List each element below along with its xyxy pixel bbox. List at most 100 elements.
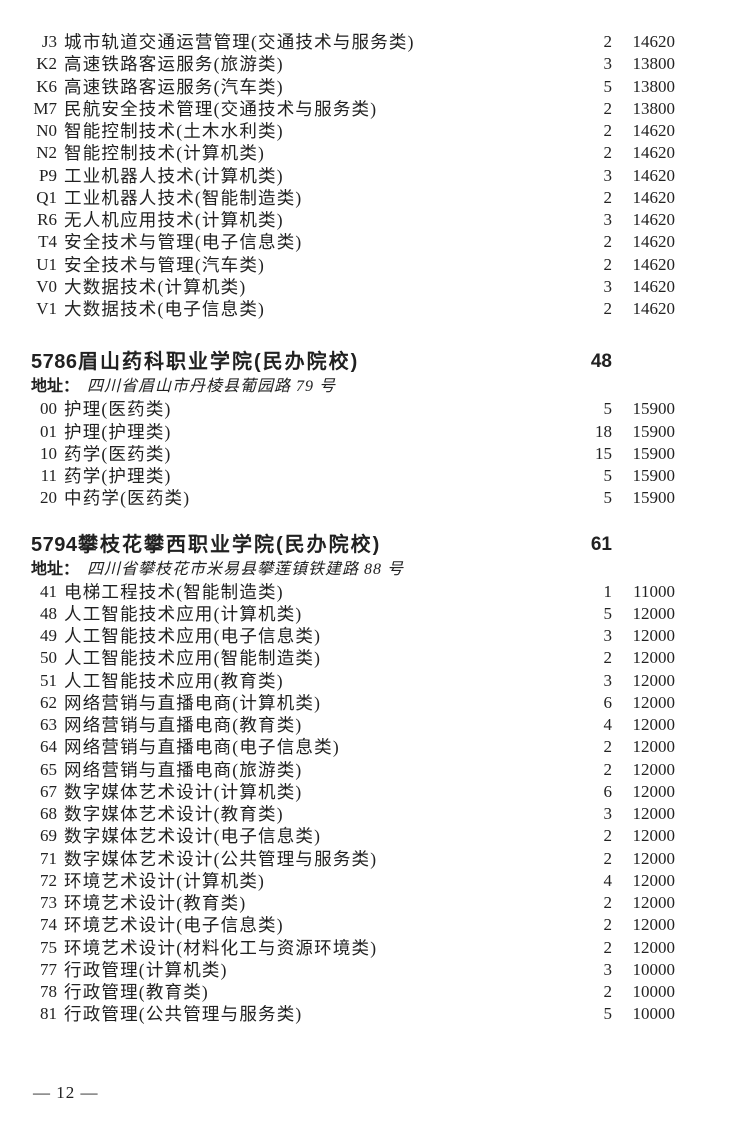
- major-name: 人工智能技术应用(教育类): [64, 670, 284, 691]
- major-row: 11 药学(护理类) 5 15900: [0, 465, 756, 487]
- tuition-fee: 12000: [632, 692, 676, 712]
- major-row: R6 无人机应用技术(计算机类) 3 14620: [0, 209, 756, 231]
- plan-count: 2: [603, 737, 613, 757]
- major-code: 69: [40, 826, 57, 846]
- major-row: T4 安全技术与管理(电子信息类) 2 14620: [0, 231, 756, 253]
- plan-count: 3: [603, 54, 613, 74]
- major-row: 50 人工智能技术应用(智能制造类) 2 12000: [0, 647, 756, 669]
- major-code: 01: [40, 421, 57, 441]
- major-code: 78: [40, 982, 57, 1001]
- plan-count: 3: [603, 959, 613, 979]
- major-row: 01 护理(护理类) 18 15900: [0, 421, 756, 443]
- major-name: 中药学(医药类): [64, 488, 191, 509]
- major-code: 81: [40, 1004, 57, 1024]
- major-row: 10 药学(医药类) 15 15900: [0, 443, 756, 465]
- address-line: 地址： 四川省攀枝花市米易县攀莲镇铁建路 88 号: [0, 558, 756, 581]
- college-name: 眉山药科职业学院(民办院校): [78, 351, 360, 374]
- tuition-fee: 15900: [632, 399, 676, 419]
- major-code: 72: [40, 870, 57, 890]
- major-code: 50: [40, 648, 57, 668]
- major-name: 行政管理(教育类): [64, 982, 209, 1002]
- plan-count: 5: [603, 466, 613, 485]
- tuition-fee: 12000: [632, 826, 676, 846]
- page-number: — 12 —: [33, 1083, 99, 1102]
- plan-count: 18: [595, 421, 612, 441]
- plan-count: 2: [603, 254, 613, 274]
- tuition-fee: 12000: [632, 915, 676, 935]
- plan-count: 2: [603, 848, 613, 868]
- major-code: 64: [40, 737, 57, 757]
- college-total-plan: 48: [590, 351, 612, 373]
- major-row: 68 数字媒体艺术设计(教育类) 3 12000: [0, 803, 756, 825]
- major-code: 75: [40, 937, 57, 957]
- plan-count: 3: [603, 210, 613, 229]
- major-name: 高速铁路客运服务(旅游类): [64, 54, 284, 75]
- major-name: 人工智能技术应用(计算机类): [64, 603, 303, 624]
- college-section: 5786 眉山药科职业学院(民办院校) 48 地址： 四川省眉山市丹棱县葡园路 …: [0, 349, 756, 509]
- major-code: 74: [40, 915, 57, 935]
- major-name: 高速铁路客运服务(汽车类): [64, 76, 284, 97]
- major-name: 网络营销与直播电商(计算机类): [64, 692, 322, 713]
- major-name: 药学(护理类): [64, 466, 172, 486]
- major-name: 工业机器人技术(智能制造类): [64, 187, 303, 208]
- plan-count: 5: [603, 603, 613, 623]
- plan-count: 2: [603, 648, 613, 668]
- address-label: 地址：: [31, 378, 80, 396]
- plan-count: 15: [595, 443, 612, 463]
- major-name: 数字媒体艺术设计(计算机类): [64, 781, 303, 802]
- major-row: 72 环境艺术设计(计算机类) 4 12000: [0, 870, 756, 892]
- major-name: 环境艺术设计(电子信息类): [64, 915, 284, 936]
- major-row: 77 行政管理(计算机类) 3 10000: [0, 959, 756, 981]
- major-row: P9 工业机器人技术(计算机类) 3 14620: [0, 165, 756, 187]
- tuition-fee: 14620: [632, 276, 676, 296]
- major-name: 网络营销与直播电商(电子信息类): [64, 737, 340, 758]
- plan-count: 2: [603, 299, 613, 318]
- major-row: 51 人工智能技术应用(教育类) 3 12000: [0, 670, 756, 692]
- major-row: N2 智能控制技术(计算机类) 2 14620: [0, 142, 756, 164]
- major-name: 大数据技术(计算机类): [64, 276, 247, 297]
- major-row: V1 大数据技术(电子信息类) 2 14620: [0, 298, 756, 320]
- major-code: 20: [40, 488, 57, 508]
- major-code: Q1: [36, 187, 57, 207]
- tuition-fee: 11000: [633, 581, 675, 601]
- plan-count: 4: [603, 715, 613, 734]
- major-code: 67: [40, 781, 57, 801]
- major-name: 数字媒体艺术设计(公共管理与服务类): [64, 848, 378, 869]
- plan-count: 2: [603, 143, 613, 163]
- major-row: 67 数字媒体艺术设计(计算机类) 6 12000: [0, 781, 756, 803]
- major-name: 数字媒体艺术设计(电子信息类): [64, 826, 322, 847]
- college-code: 5794: [31, 533, 78, 556]
- major-row: Q1 工业机器人技术(智能制造类) 2 14620: [0, 187, 756, 209]
- major-name: 民航安全技术管理(交通技术与服务类): [64, 98, 378, 119]
- plan-count: 3: [603, 165, 613, 185]
- major-row: J3 城市轨道交通运营管理(交通技术与服务类) 2 14620: [0, 31, 756, 53]
- major-row: 81 行政管理(公共管理与服务类) 5 10000: [0, 1003, 756, 1025]
- major-row: V0 大数据技术(计算机类) 3 14620: [0, 276, 756, 298]
- major-code: 49: [40, 626, 57, 645]
- major-code: 51: [40, 670, 57, 690]
- major-code: 62: [40, 692, 57, 712]
- plan-count: 4: [603, 870, 613, 890]
- major-row: 65 网络营销与直播电商(旅游类) 2 12000: [0, 759, 756, 781]
- major-code: 68: [40, 804, 57, 823]
- plan-count: 5: [603, 399, 613, 419]
- plan-count: 2: [603, 982, 613, 1001]
- tuition-fee: 15900: [632, 466, 676, 485]
- plan-count: 3: [603, 670, 613, 690]
- major-name: 人工智能技术应用(电子信息类): [64, 626, 322, 646]
- major-row: K6 高速铁路客运服务(汽车类) 5 13800: [0, 76, 756, 98]
- major-row: 69 数字媒体艺术设计(电子信息类) 2 12000: [0, 825, 756, 847]
- address-text: 四川省攀枝花市米易县攀莲镇铁建路 88 号: [87, 560, 405, 578]
- tuition-fee: 12000: [632, 781, 676, 801]
- major-row: N0 智能控制技术(土木水利类) 2 14620: [0, 120, 756, 142]
- tuition-fee: 12000: [632, 715, 676, 734]
- major-row: 00 护理(医药类) 5 15900: [0, 398, 756, 420]
- major-name: 环境艺术设计(计算机类): [64, 870, 266, 891]
- major-code: 77: [40, 959, 57, 979]
- plan-count: 2: [603, 187, 613, 207]
- tuition-fee: 15900: [632, 488, 676, 508]
- address-label: 地址：: [31, 560, 80, 578]
- plan-count: 2: [603, 937, 613, 957]
- tuition-fee: 14620: [632, 143, 676, 163]
